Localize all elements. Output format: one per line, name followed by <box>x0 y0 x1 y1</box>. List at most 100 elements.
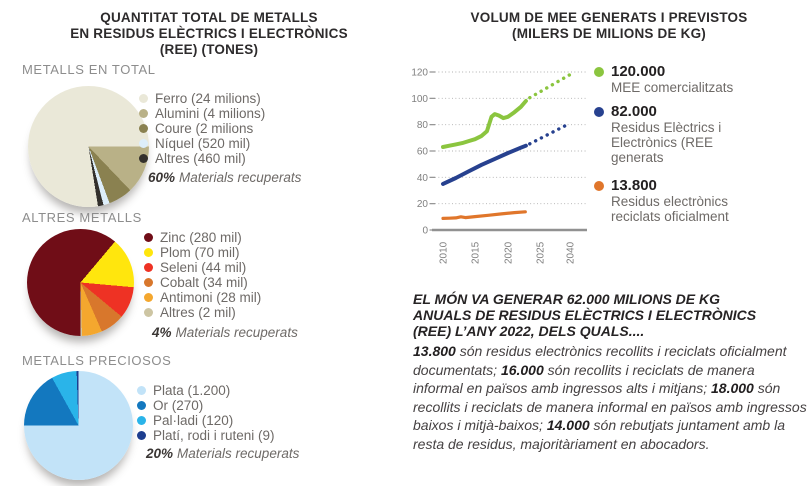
chart-legend-item: 13.800 Residus electrònics reciclats ofici… <box>594 178 729 224</box>
recovered-percent: 4% <box>152 325 172 340</box>
legend-item: Seleni (44 mil) <box>144 260 261 275</box>
title-line: VOLUM DE MEE GENERATS I PREVISTOS <box>470 10 748 25</box>
series-line-projected <box>528 72 572 100</box>
section-heading-metalls-en-total: METALLS EN TOTAL <box>22 62 156 77</box>
legend-item: Zinc (280 mil) <box>144 230 261 245</box>
legend-color-dot-icon <box>137 431 146 440</box>
legend-item: Altres (460 mil) <box>139 151 265 166</box>
summary-text: 13.800 són residus electrònics recollits… <box>413 343 807 452</box>
series-label: Residus electrònics reciclats oficialment <box>611 194 729 224</box>
pie-chart-altres-metalls <box>27 229 134 336</box>
legend-label: Níquel (520 mil) <box>155 136 251 151</box>
title-line: (MILERS DE MILIONS DE KG) <box>512 26 706 41</box>
pie-legend-altres-metalls: Zinc (280 mil) Plom (70 mil) Seleni (44 mi… <box>144 230 261 320</box>
legend-item: Coure (2 milions <box>139 121 265 136</box>
recovered-note: 60% Materials recuperats <box>148 170 301 185</box>
series-line-projected <box>528 121 572 146</box>
legend-label: Or (270) <box>153 398 204 413</box>
pie-chart-metalls-en-total <box>28 86 149 207</box>
x-axis-label: 2015 <box>471 241 482 264</box>
legend-color-dot-icon <box>137 401 146 410</box>
section-heading-altres-metalls: ALTRES METALLS <box>22 210 142 225</box>
legend-label: Plom (70 mil) <box>160 245 240 260</box>
legend-color-dot-icon <box>144 278 153 287</box>
y-axis-label: 60 <box>417 147 429 158</box>
series-color-dot-icon <box>594 181 604 191</box>
legend-color-dot-icon <box>139 109 148 118</box>
chart-legend-item: 82.000 Residus Elèctrics i Electrònics (RE… <box>594 104 721 165</box>
recovered-note: 4% Materials recuperats <box>152 325 298 340</box>
legend-item: Ferro (24 milions) <box>139 91 265 106</box>
title-line: (REE) (TONES) <box>159 42 259 57</box>
section-heading-metalls-preciosos: METALLS PRECIOSOS <box>22 353 172 368</box>
legend-item: Or (270) <box>137 398 275 413</box>
line-chart-legend: 120.000 MEE comercialitzats 82.000 Residus … <box>594 62 809 242</box>
legend-color-dot-icon <box>139 139 148 148</box>
series-label: MEE comercialitzats <box>611 80 734 95</box>
x-axis-label: 2040 <box>566 241 577 264</box>
left-panel-title: QUANTITAT TOTAL DE METALLS EN RESIDUS EL… <box>14 10 404 58</box>
legend-item: Cobalt (34 mil) <box>144 275 261 290</box>
recovered-percent: 20% <box>146 446 174 461</box>
summary-heading-line: (REE) L’ANY 2022, DELS QUALS.... <box>413 323 645 339</box>
legend-label: Coure (2 milions <box>155 121 254 136</box>
legend-color-dot-icon <box>144 248 153 257</box>
series-color-dot-icon <box>594 107 604 117</box>
series-value: 120.000 <box>611 63 666 80</box>
legend-color-dot-icon <box>137 386 146 395</box>
legend-item: Pal·ladi (120) <box>137 413 275 428</box>
x-axis-label: 2025 <box>536 241 547 264</box>
legend-color-dot-icon <box>139 124 148 133</box>
y-axis-label: 100 <box>411 94 428 105</box>
summary-heading-line: EL MÓN VA GENERAR 62.000 MILIONS DE KG <box>413 291 721 307</box>
legend-item: Antimoni (28 mil) <box>144 290 261 305</box>
summary-block: EL MÓN VA GENERAR 62.000 MILIONS DE KG A… <box>413 291 807 453</box>
pie-chart-metalls-preciosos <box>24 371 133 480</box>
summary-heading: EL MÓN VA GENERAR 62.000 MILIONS DE KG A… <box>413 291 807 339</box>
legend-color-dot-icon <box>144 233 153 242</box>
x-axis-label: 2010 <box>439 241 450 264</box>
legend-color-dot-icon <box>139 94 148 103</box>
legend-item: Plata (1.200) <box>137 383 275 398</box>
recovered-percent: 60% <box>148 170 176 185</box>
legend-item: Platí, rodi i ruteni (9) <box>137 428 275 443</box>
series-value: 13.800 <box>611 177 657 194</box>
legend-label: Seleni (44 mil) <box>160 260 247 275</box>
series-value: 82.000 <box>611 103 657 120</box>
series-color-dot-icon <box>594 67 604 77</box>
recovered-label: Materials recuperats <box>175 325 298 340</box>
series-line-solid <box>441 99 528 149</box>
legend-label: Zinc (280 mil) <box>160 230 242 245</box>
title-line: EN RESIDUS ELÈCTRICS I ELECTRÒNICS <box>70 26 348 41</box>
legend-label: Ferro (24 milions) <box>155 91 261 106</box>
y-axis-label: 0 <box>422 226 428 237</box>
legend-color-dot-icon <box>144 308 153 317</box>
pie-legend-metalls-en-total: Ferro (24 milions) Alumini (4 milions) Cou… <box>139 91 265 166</box>
legend-label: Altres (2 mil) <box>160 305 236 320</box>
pie-legend-metalls-preciosos: Plata (1.200) Or (270) Pal·ladi (120) Platí… <box>137 383 275 443</box>
legend-label: Pal·ladi (120) <box>153 413 234 428</box>
legend-color-dot-icon <box>144 263 153 272</box>
legend-item: Alumini (4 milions) <box>139 106 265 121</box>
y-axis-label: 20 <box>417 199 429 210</box>
series-line-solid <box>441 210 527 220</box>
series-line-solid <box>441 143 528 186</box>
legend-label: Platí, rodi i ruteni (9) <box>153 428 275 443</box>
legend-item: Níquel (520 mil) <box>139 136 265 151</box>
recovered-label: Materials recuperats <box>177 446 300 461</box>
legend-item: Plom (70 mil) <box>144 245 261 260</box>
legend-color-dot-icon <box>144 293 153 302</box>
legend-item: Altres (2 mil) <box>144 305 261 320</box>
title-line: QUANTITAT TOTAL DE METALLS <box>100 10 318 25</box>
legend-label: Altres (460 mil) <box>155 151 246 166</box>
recovered-note: 20% Materials recuperats <box>146 446 299 461</box>
summary-heading-line: ANUALS DE RESIDUS ELÈCTRICS I ELECTRÒNIC… <box>413 307 757 323</box>
recovered-label: Materials recuperats <box>179 170 302 185</box>
right-panel-title: VOLUM DE MEE GENERATS I PREVISTOS (MILER… <box>413 10 805 42</box>
legend-label: Plata (1.200) <box>153 383 231 398</box>
legend-label: Antimoni (28 mil) <box>160 290 262 305</box>
y-axis-label: 40 <box>417 173 429 184</box>
y-axis-label: 80 <box>417 120 429 131</box>
